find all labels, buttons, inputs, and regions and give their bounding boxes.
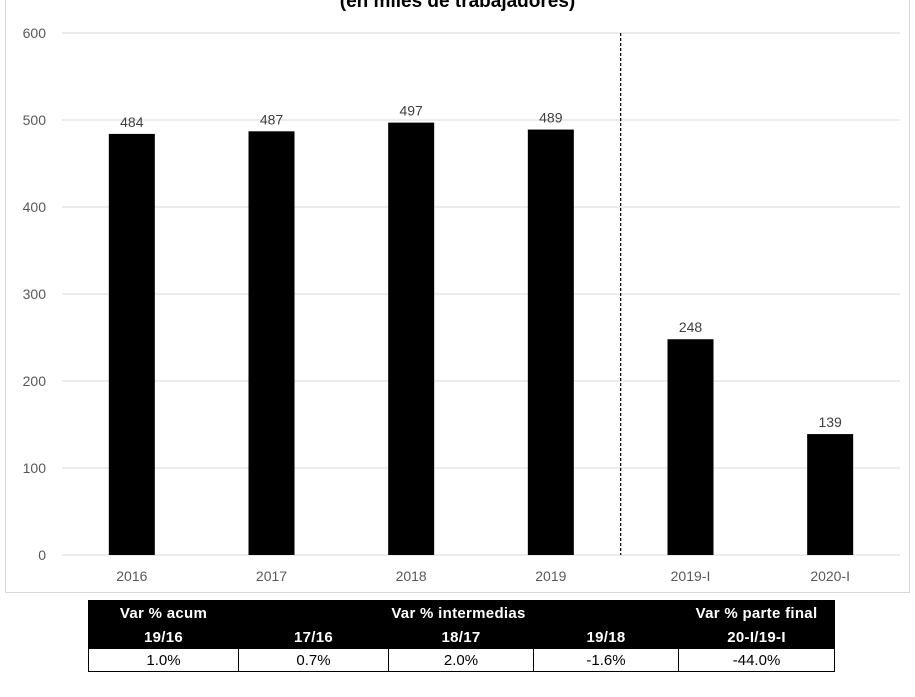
subheader-cell: 18/17 (388, 625, 534, 649)
value-cell: 1.0% (88, 648, 239, 672)
x-tick-label: 2018 (396, 568, 427, 584)
bar (667, 339, 714, 555)
y-tick-label: 600 (23, 25, 47, 41)
data-label: 489 (539, 110, 563, 126)
header-var-intermedias: Var % intermedias (237, 600, 680, 626)
y-tick-label: 400 (23, 199, 47, 215)
data-label: 139 (818, 414, 842, 430)
y-tick-label: 500 (23, 112, 47, 128)
header-var-acum: Var % acum (88, 600, 239, 626)
chart-frame (5, 0, 910, 593)
value-cell: 2.0% (388, 648, 534, 672)
bar (388, 122, 435, 556)
data-label: 484 (120, 114, 144, 130)
y-tick-label: 0 (38, 547, 46, 563)
bar (527, 129, 574, 555)
subheader-cell: 19/18 (532, 625, 680, 649)
x-tick-label: 2019-I (671, 568, 711, 584)
data-label: 487 (260, 111, 284, 127)
y-tick-label: 100 (23, 460, 47, 476)
value-cell: -1.6% (532, 648, 680, 672)
subheader-cell: 19/16 (88, 625, 239, 649)
value-cell: 0.7% (238, 648, 389, 672)
x-tick-label: 2017 (256, 568, 287, 584)
variation-table: Var % acum Var % intermedias Var % parte… (88, 600, 836, 672)
data-label: 248 (679, 319, 703, 335)
bar (807, 434, 854, 555)
y-tick-label: 300 (23, 286, 47, 302)
bar-chart: 0 100 200 300 400 500 600 484 2016 487 2017 497 2018… (23, 25, 900, 584)
x-tick-label: 2019 (535, 568, 566, 584)
data-label: 497 (399, 103, 423, 119)
subheader-cell: 20-I/19-I (678, 625, 836, 649)
value-cell: -44.0% (678, 648, 836, 672)
bar (248, 131, 295, 555)
header-var-final: Var % parte final (678, 600, 836, 626)
x-tick-label: 2016 (116, 568, 147, 584)
x-tick-label: 2020-I (810, 568, 850, 584)
bar (108, 133, 155, 556)
y-tick-label: 200 (23, 373, 47, 389)
chart-title: (en miles de trabajadores) (339, 0, 576, 12)
subheader-cell: 17/16 (238, 625, 389, 649)
